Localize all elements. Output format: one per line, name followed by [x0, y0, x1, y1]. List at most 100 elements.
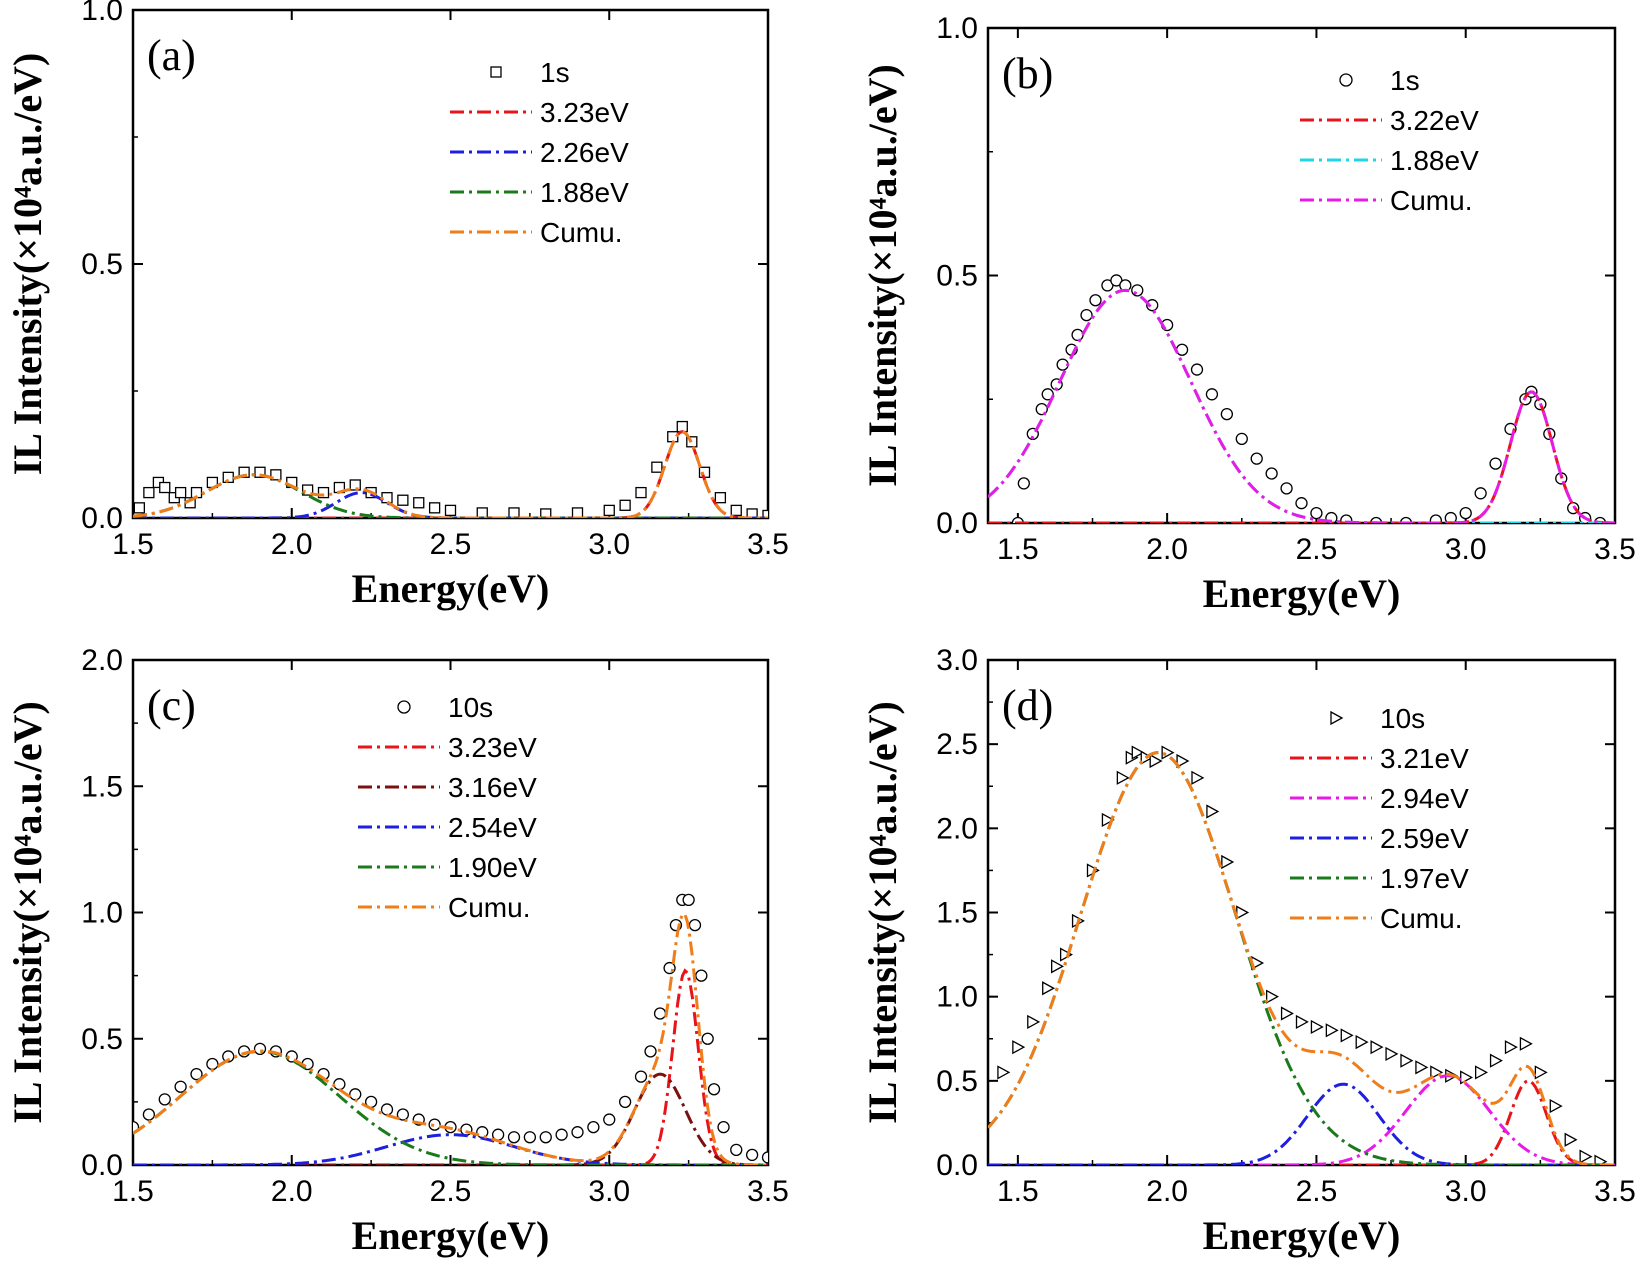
data-point — [222, 1050, 235, 1063]
data-point — [1101, 812, 1115, 828]
data-point — [1131, 284, 1144, 297]
x-tick-label: 2.0 — [1146, 1175, 1188, 1208]
data-point — [1295, 1014, 1309, 1030]
x-tick-label: 3.0 — [1445, 1175, 1487, 1208]
data-point — [1370, 1040, 1384, 1055]
data-point — [1236, 905, 1250, 920]
panel-label: (c) — [147, 681, 196, 730]
legend-label: 3.16eV — [448, 772, 537, 803]
data-point — [1191, 770, 1205, 785]
data-point — [444, 504, 457, 517]
legend-label: 2.59eV — [1380, 823, 1469, 854]
y-tick-label: 0.0 — [936, 507, 978, 540]
data-point — [1051, 959, 1065, 974]
plot-area — [988, 745, 1615, 1165]
legend-label: Cumu. — [1390, 185, 1472, 216]
data-point — [1325, 1023, 1339, 1038]
data-point — [254, 466, 266, 478]
plot-area — [988, 274, 1615, 523]
data-point — [1355, 1035, 1369, 1050]
data-point — [1280, 482, 1293, 495]
y-tick-label: 1.5 — [936, 897, 978, 930]
data-point — [1489, 1053, 1503, 1068]
y-tick-label: 0.0 — [936, 1149, 978, 1182]
fit-curve-cumu — [133, 430, 768, 518]
x-tick-label: 3.5 — [747, 528, 789, 561]
y-tick-label: 0.5 — [936, 1065, 978, 1098]
y-tick-label: 1.0 — [936, 12, 978, 45]
data-point — [133, 502, 146, 514]
legend-label: 1.90eV — [448, 852, 537, 883]
y-axis-title: IL Intensity(×10⁴a.u./eV) — [860, 701, 905, 1124]
panel-b: 1.5 2.0 2.5 3.0 3.5 0.0 0.5 1.0 Energy(eV) IL Int… — [860, 12, 1636, 616]
data-point — [1265, 467, 1278, 480]
data-point — [1017, 477, 1030, 490]
data-point — [1474, 487, 1487, 500]
data-point — [1579, 1149, 1593, 1164]
data-point — [1071, 328, 1084, 342]
legend-label: 1.97eV — [1380, 863, 1469, 894]
data-point — [428, 502, 441, 514]
y-tick-label: 2.0 — [936, 812, 978, 845]
data-point — [317, 486, 330, 499]
data-point — [508, 507, 520, 518]
data-point — [730, 504, 742, 517]
data-point — [476, 507, 488, 518]
x-tick-label: 3.5 — [1594, 533, 1636, 566]
data-point — [653, 1007, 667, 1020]
data-point — [1221, 854, 1235, 870]
x-tick-label: 3.5 — [1594, 1175, 1636, 1208]
y-tick-label: 1.5 — [81, 770, 123, 803]
fit-curve-316ev — [133, 1072, 768, 1165]
data-point — [1474, 1065, 1489, 1080]
y-tick-label: 1.0 — [936, 981, 978, 1014]
legend-label: Cumu. — [540, 217, 622, 248]
data-point — [676, 420, 688, 433]
data-point — [1489, 457, 1502, 470]
y-tick-label: 3.0 — [936, 644, 978, 677]
legend-label: Cumu. — [448, 892, 530, 923]
x-tick-label: 2.5 — [430, 528, 472, 561]
data-point — [142, 1108, 156, 1121]
plot-area — [133, 420, 768, 518]
data-point — [349, 1088, 362, 1101]
legend-label: 1.88eV — [1390, 145, 1479, 176]
data-point — [143, 486, 155, 499]
fit-curve-190ev — [133, 1049, 768, 1165]
legend-label: 3.23eV — [448, 732, 537, 763]
y-tick-label: 0.5 — [936, 260, 978, 293]
legend-marker — [490, 66, 502, 78]
data-point — [1175, 343, 1189, 356]
data-point — [1250, 452, 1263, 465]
legend-label: 10s — [1380, 703, 1425, 734]
data-point — [603, 1113, 616, 1126]
data-point — [253, 1042, 267, 1055]
x-tick-label: 3.0 — [588, 528, 630, 561]
data-point — [159, 481, 171, 494]
data-point — [380, 1103, 394, 1116]
x-tick-label: 3.0 — [1445, 533, 1487, 566]
x-axis-title: Energy(eV) — [352, 566, 550, 611]
data-point — [396, 1108, 410, 1121]
legend-marker — [1330, 710, 1344, 726]
plot-area — [133, 893, 768, 1165]
x-tick-label: 3.5 — [747, 1175, 789, 1208]
data-point — [603, 504, 615, 517]
data-point — [190, 1067, 203, 1081]
data-point — [761, 1151, 768, 1164]
data-point — [1116, 770, 1130, 785]
data-point — [1429, 514, 1443, 523]
data-point — [762, 509, 768, 518]
data-point — [730, 1143, 743, 1156]
data-point — [206, 1057, 219, 1071]
y-tick-label: 0.0 — [81, 1149, 123, 1182]
legend: 10s 3.23eV 3.16eV 2.54eV 1.90eV Cumu. — [358, 692, 537, 923]
legend-label: 3.22eV — [1390, 105, 1479, 136]
x-tick-label: 2.5 — [1296, 533, 1338, 566]
data-point — [270, 469, 282, 481]
data-point — [688, 918, 702, 932]
data-point — [1295, 497, 1308, 510]
data-point — [1146, 299, 1159, 312]
data-point — [682, 893, 695, 907]
data-point — [1549, 1098, 1563, 1114]
